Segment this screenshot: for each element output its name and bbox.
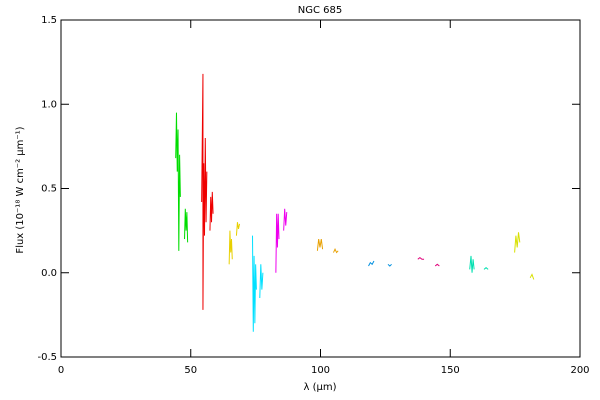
spectrum-line	[175, 112, 189, 251]
y-tick-label: 0.5	[41, 184, 57, 195]
spectrum-line	[469, 255, 489, 273]
spectrum-line	[275, 208, 288, 273]
chart-title: NGC 685	[298, 5, 342, 16]
spectrum-line	[417, 256, 440, 267]
spectrum-line	[201, 73, 214, 310]
y-tick-label: 1.5	[41, 15, 57, 26]
x-tick-label: 100	[311, 365, 330, 376]
x-tick-label: 150	[441, 365, 460, 376]
spectrum-line	[228, 222, 241, 265]
spectrum-line	[514, 232, 535, 280]
y-tick-label: 1.0	[41, 99, 57, 110]
plot-frame	[60, 19, 581, 358]
x-tick-label: 50	[184, 365, 197, 376]
x-axis-label: λ (μm)	[303, 382, 336, 393]
x-tick-label: 200	[570, 365, 589, 376]
y-axis-label: Flux (10⁻¹⁸ W cm⁻² μm⁻¹)	[15, 126, 26, 253]
y-tick-label: -0.5	[37, 352, 57, 363]
spectrum-line	[252, 235, 264, 332]
spectrum-line	[368, 260, 392, 267]
x-tick-label: 0	[58, 365, 64, 376]
y-tick-label: 0.0	[41, 268, 57, 279]
spectrum-line	[316, 238, 339, 254]
